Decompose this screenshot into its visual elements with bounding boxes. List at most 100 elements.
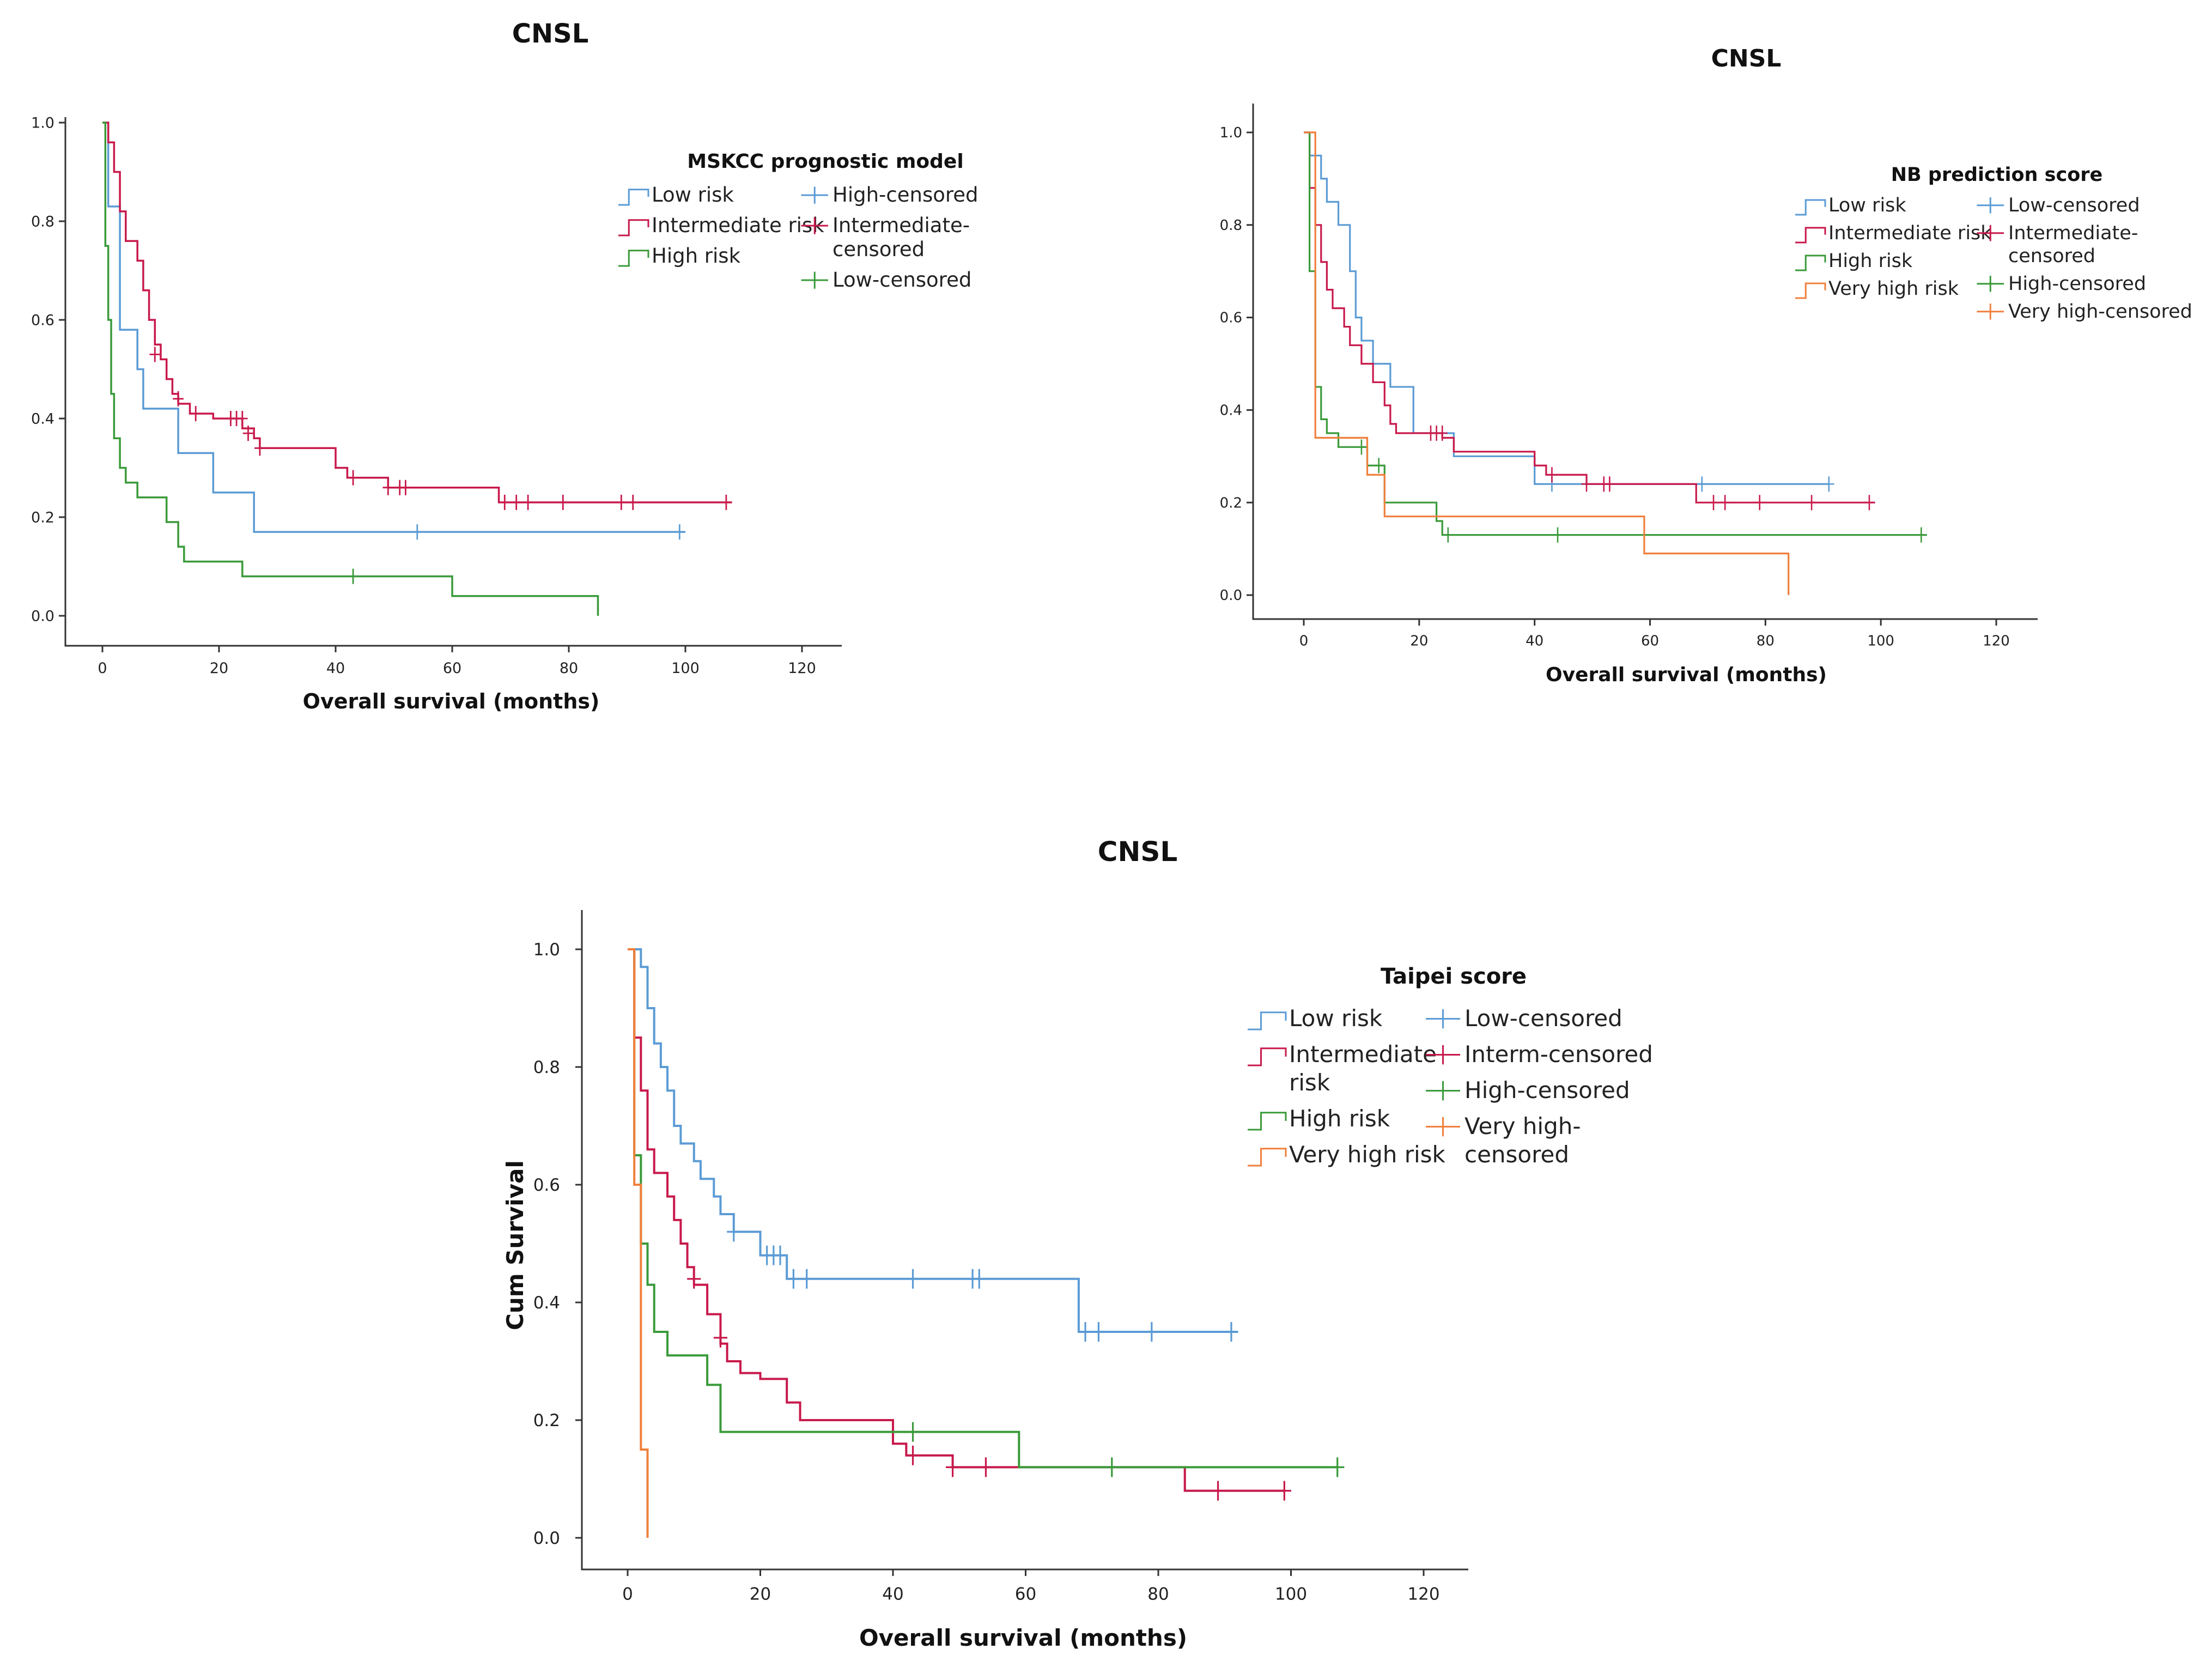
- legend-censor-swatch: [801, 217, 828, 234]
- censor-mark: [1442, 527, 1454, 543]
- censor-mark: [348, 470, 358, 486]
- censor-mark: [522, 494, 533, 510]
- legend-label: Very high risk: [1828, 278, 1959, 300]
- censor-mark: [1552, 527, 1563, 543]
- series-line-low-risk: [102, 122, 685, 533]
- censor-mark: [348, 568, 358, 584]
- censor-mark: [1546, 467, 1558, 483]
- legend-censor-swatch: [1977, 276, 2004, 292]
- censor-mark: [254, 440, 265, 456]
- y-tick-label: 0.6: [533, 1175, 560, 1195]
- x-tick-label: 100: [1867, 633, 1894, 649]
- legend-censor-label: Low-censored: [2008, 195, 2140, 216]
- legend-censor-label: High-censored: [1464, 1077, 1630, 1104]
- legend-censor-label: Very high-censored: [2008, 301, 2192, 323]
- legend-censor-label: Very high-censored: [1464, 1113, 1581, 1168]
- series-line-very-high-risk: [1304, 131, 1790, 595]
- censor-mark: [412, 524, 423, 540]
- censor-mark: [906, 1269, 920, 1289]
- censor-mark: [1824, 476, 1834, 492]
- legend-swatch: [1795, 199, 1826, 216]
- x-tick-label: 20: [210, 660, 228, 677]
- series-line-intermediate-risk: [102, 122, 732, 504]
- censor-mark: [1754, 495, 1765, 511]
- x-tick-label: 60: [443, 660, 461, 677]
- censor-mark: [190, 405, 201, 421]
- axis-frame: [64, 117, 842, 647]
- legend-censor-label: Low-censored: [832, 268, 971, 292]
- legend-swatch: [618, 250, 649, 267]
- chart-taipei-score: CNSL Overall survival (months) Cum Survi…: [502, 836, 1653, 1651]
- censor-mark: [713, 1327, 728, 1348]
- legend-label: Low risk: [1828, 195, 1906, 216]
- y-tick-label: 0.2: [1220, 495, 1242, 511]
- censor-mark: [1373, 458, 1384, 474]
- y-tick-label: 0.4: [1220, 403, 1242, 419]
- legend-censor-swatch: [801, 186, 828, 204]
- legend-label: High risk: [1828, 250, 1913, 272]
- y-tick-label: 1.0: [1220, 125, 1242, 141]
- y-tick-label: 0.6: [1220, 310, 1242, 326]
- series-line-low-risk: [628, 948, 1238, 1333]
- axis-frame: [1252, 104, 2038, 620]
- x-tick-label: 120: [1407, 1584, 1439, 1604]
- legend-censor-swatch: [1426, 1117, 1460, 1137]
- censor-mark: [1145, 1322, 1159, 1342]
- censor-mark: [687, 1269, 701, 1289]
- censor-mark: [1437, 425, 1448, 441]
- legend-title: NB prediction score: [1891, 164, 2103, 186]
- censor-mark: [511, 494, 522, 510]
- x-tick-label: 100: [671, 660, 700, 677]
- censor-mark: [786, 1269, 800, 1289]
- x-tick-label: 100: [1275, 1584, 1307, 1604]
- censor-mark: [906, 1422, 920, 1442]
- x-tick-label: 0: [622, 1584, 633, 1604]
- x-tick-label: 20: [1410, 633, 1428, 649]
- series-line-high-risk: [102, 122, 599, 616]
- legend-censor-swatch: [1977, 225, 2004, 241]
- censor-mark: [945, 1457, 960, 1477]
- y-tick-label: 0.2: [533, 1411, 560, 1430]
- legend-swatch: [1795, 227, 1826, 244]
- series-line-intermediate-risk: [1304, 131, 1875, 504]
- chart-title: CNSL: [1098, 836, 1177, 868]
- x-tick-label: 120: [788, 660, 816, 677]
- legend-censor-label: Low-censored: [1464, 1005, 1622, 1032]
- x-tick-label: 40: [1526, 633, 1543, 649]
- y-tick-label: 0.4: [31, 410, 54, 427]
- censor-mark: [1277, 1481, 1291, 1501]
- censor-mark: [906, 1445, 920, 1465]
- x-tick-label: 80: [560, 660, 578, 677]
- legend-label: Intermediate risk: [1289, 1041, 1437, 1096]
- series-line-low-risk: [1304, 131, 1829, 485]
- legend-swatch: [618, 219, 649, 237]
- legend-swatch: [618, 189, 649, 206]
- y-tick-label: 0.4: [533, 1293, 560, 1313]
- y-axis-title: Cum Survival: [502, 1160, 528, 1330]
- y-tick-label: 0.0: [533, 1529, 560, 1548]
- legend-title: Taipei score: [1381, 964, 1527, 989]
- legend-censor-swatch: [1426, 1009, 1460, 1029]
- censor-mark: [237, 411, 248, 426]
- series-line-high-risk: [1304, 131, 1927, 536]
- x-tick-label: 120: [1983, 633, 2010, 649]
- series-line-very-high-risk: [628, 948, 649, 1538]
- censor-mark: [627, 494, 639, 510]
- x-tick-label: 80: [1757, 633, 1775, 649]
- x-tick-label: 40: [326, 660, 345, 677]
- chart-nb-score: CNSL Overall survival (months) NB predic…: [1220, 45, 2192, 686]
- censor-mark: [979, 1457, 993, 1477]
- legend-label: Low risk: [1289, 1005, 1383, 1032]
- censor-mark: [1604, 476, 1615, 492]
- y-tick-label: 0.2: [31, 509, 54, 526]
- legend-censor-label: High-censored: [2008, 273, 2146, 295]
- legend-censor-label: Interm-censored: [1464, 1041, 1653, 1068]
- legend-label: Low risk: [652, 183, 734, 207]
- y-tick-label: 0.8: [1220, 217, 1242, 234]
- y-tick-label: 0.0: [31, 608, 54, 625]
- series-line-intermediate-risk: [628, 948, 1285, 1492]
- legend-censor-label: High-censored: [832, 183, 979, 207]
- x-axis-title: Overall survival (months): [859, 1624, 1187, 1651]
- censor-mark: [1078, 1322, 1092, 1342]
- censor-mark: [1330, 1457, 1345, 1477]
